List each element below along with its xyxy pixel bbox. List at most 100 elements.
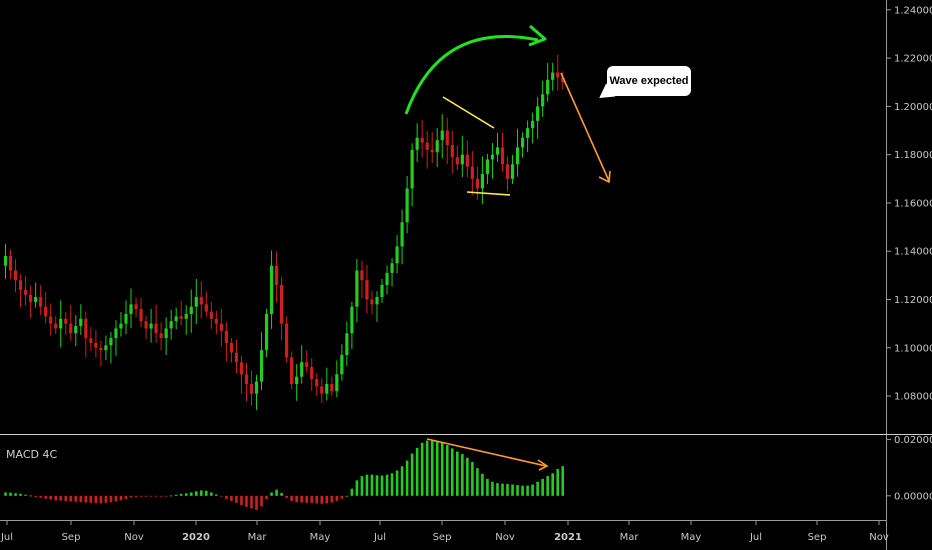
macd-bar [440,442,444,496]
candle [370,290,374,315]
candle [249,370,254,406]
candle [239,356,244,394]
macd-bar [179,493,183,496]
macd-bar [14,493,17,496]
candle [390,258,394,287]
macd-bar [450,448,454,496]
macd-bar [149,495,153,497]
macd-bar [134,495,138,497]
macd-bar [220,495,223,497]
candle [144,315,148,340]
candle [515,128,520,177]
time-tick-label: Sep [62,532,81,543]
macd-bar [285,495,288,499]
macd-bar [119,495,123,501]
macd-bar [330,495,334,503]
macd-bar [536,481,539,496]
macd-bar [415,447,419,496]
macd-bar [305,495,309,503]
candle [184,305,188,335]
candle [254,374,259,410]
candle [69,304,73,341]
candle [536,97,540,139]
candle [204,291,208,317]
macd-bar [375,475,379,496]
price-tick-label: 1.18000 [894,150,932,161]
macd-bar [265,495,268,500]
candle [174,307,178,330]
green-arc-arrow [404,35,539,115]
macd-bar [340,495,344,499]
macd-bar [9,492,12,496]
candle [546,62,550,102]
macd-tick-label: 0.00000 [894,491,932,502]
candle [149,308,153,343]
orange-projection-arrow [560,72,610,182]
macd-bar [94,495,98,504]
macd-bar [420,442,424,496]
green-arrow-head [528,24,547,47]
macd-bar [189,492,193,496]
macd-bar [456,451,459,496]
candle [300,345,304,384]
macd-bar [69,495,73,502]
candle [360,260,364,299]
macd-bar [250,495,253,509]
candle [224,322,228,362]
candle [59,300,63,348]
macd-bar [44,495,47,499]
candle [525,120,530,153]
price-tick-label: 1.12000 [894,295,932,306]
macd-bar [430,440,434,496]
candle [541,80,545,117]
candle [84,311,88,358]
macd-bar [79,495,83,503]
candle [164,317,168,356]
macd-bar [99,495,103,504]
candle [445,117,449,165]
macd-bar [19,493,22,496]
macd-bar [511,484,514,496]
time-tick-label: May [310,532,331,543]
candle [214,310,218,335]
price-tick-label: 1.22000 [894,54,932,65]
macd-bar [39,495,42,498]
macd-bar [561,466,565,496]
macd-bar [255,495,258,510]
macd-bar [129,495,133,498]
candle [139,297,143,328]
price-tick-label: 1.16000 [894,198,932,209]
candle [350,301,354,350]
candle [475,166,479,200]
macd-bar [59,495,63,501]
macd-bar [395,470,399,496]
macd-bar [270,492,273,496]
candle [99,340,103,367]
candlestick-series [3,54,565,410]
macd-bar [390,473,394,496]
candle [305,350,309,373]
candle [18,274,23,308]
macd-bar [24,494,27,496]
macd-bar [360,476,364,496]
macd-bar [205,490,208,496]
macd-bar [466,457,469,496]
candle [485,153,490,185]
candle [561,71,565,90]
macd-bar [526,485,529,496]
candle [49,303,53,336]
candle [169,309,173,340]
candle [440,114,444,159]
candle [29,285,33,319]
candle [159,322,163,351]
candle [490,143,495,179]
macd-tick-label: 0.02000 [894,435,932,446]
macd-bar [29,495,32,497]
candle [335,360,339,398]
macd-bar [245,495,248,507]
candle [79,304,83,335]
candle [74,315,78,347]
candle [189,289,193,333]
macd-bar [310,495,314,503]
macd-bar [400,466,404,496]
